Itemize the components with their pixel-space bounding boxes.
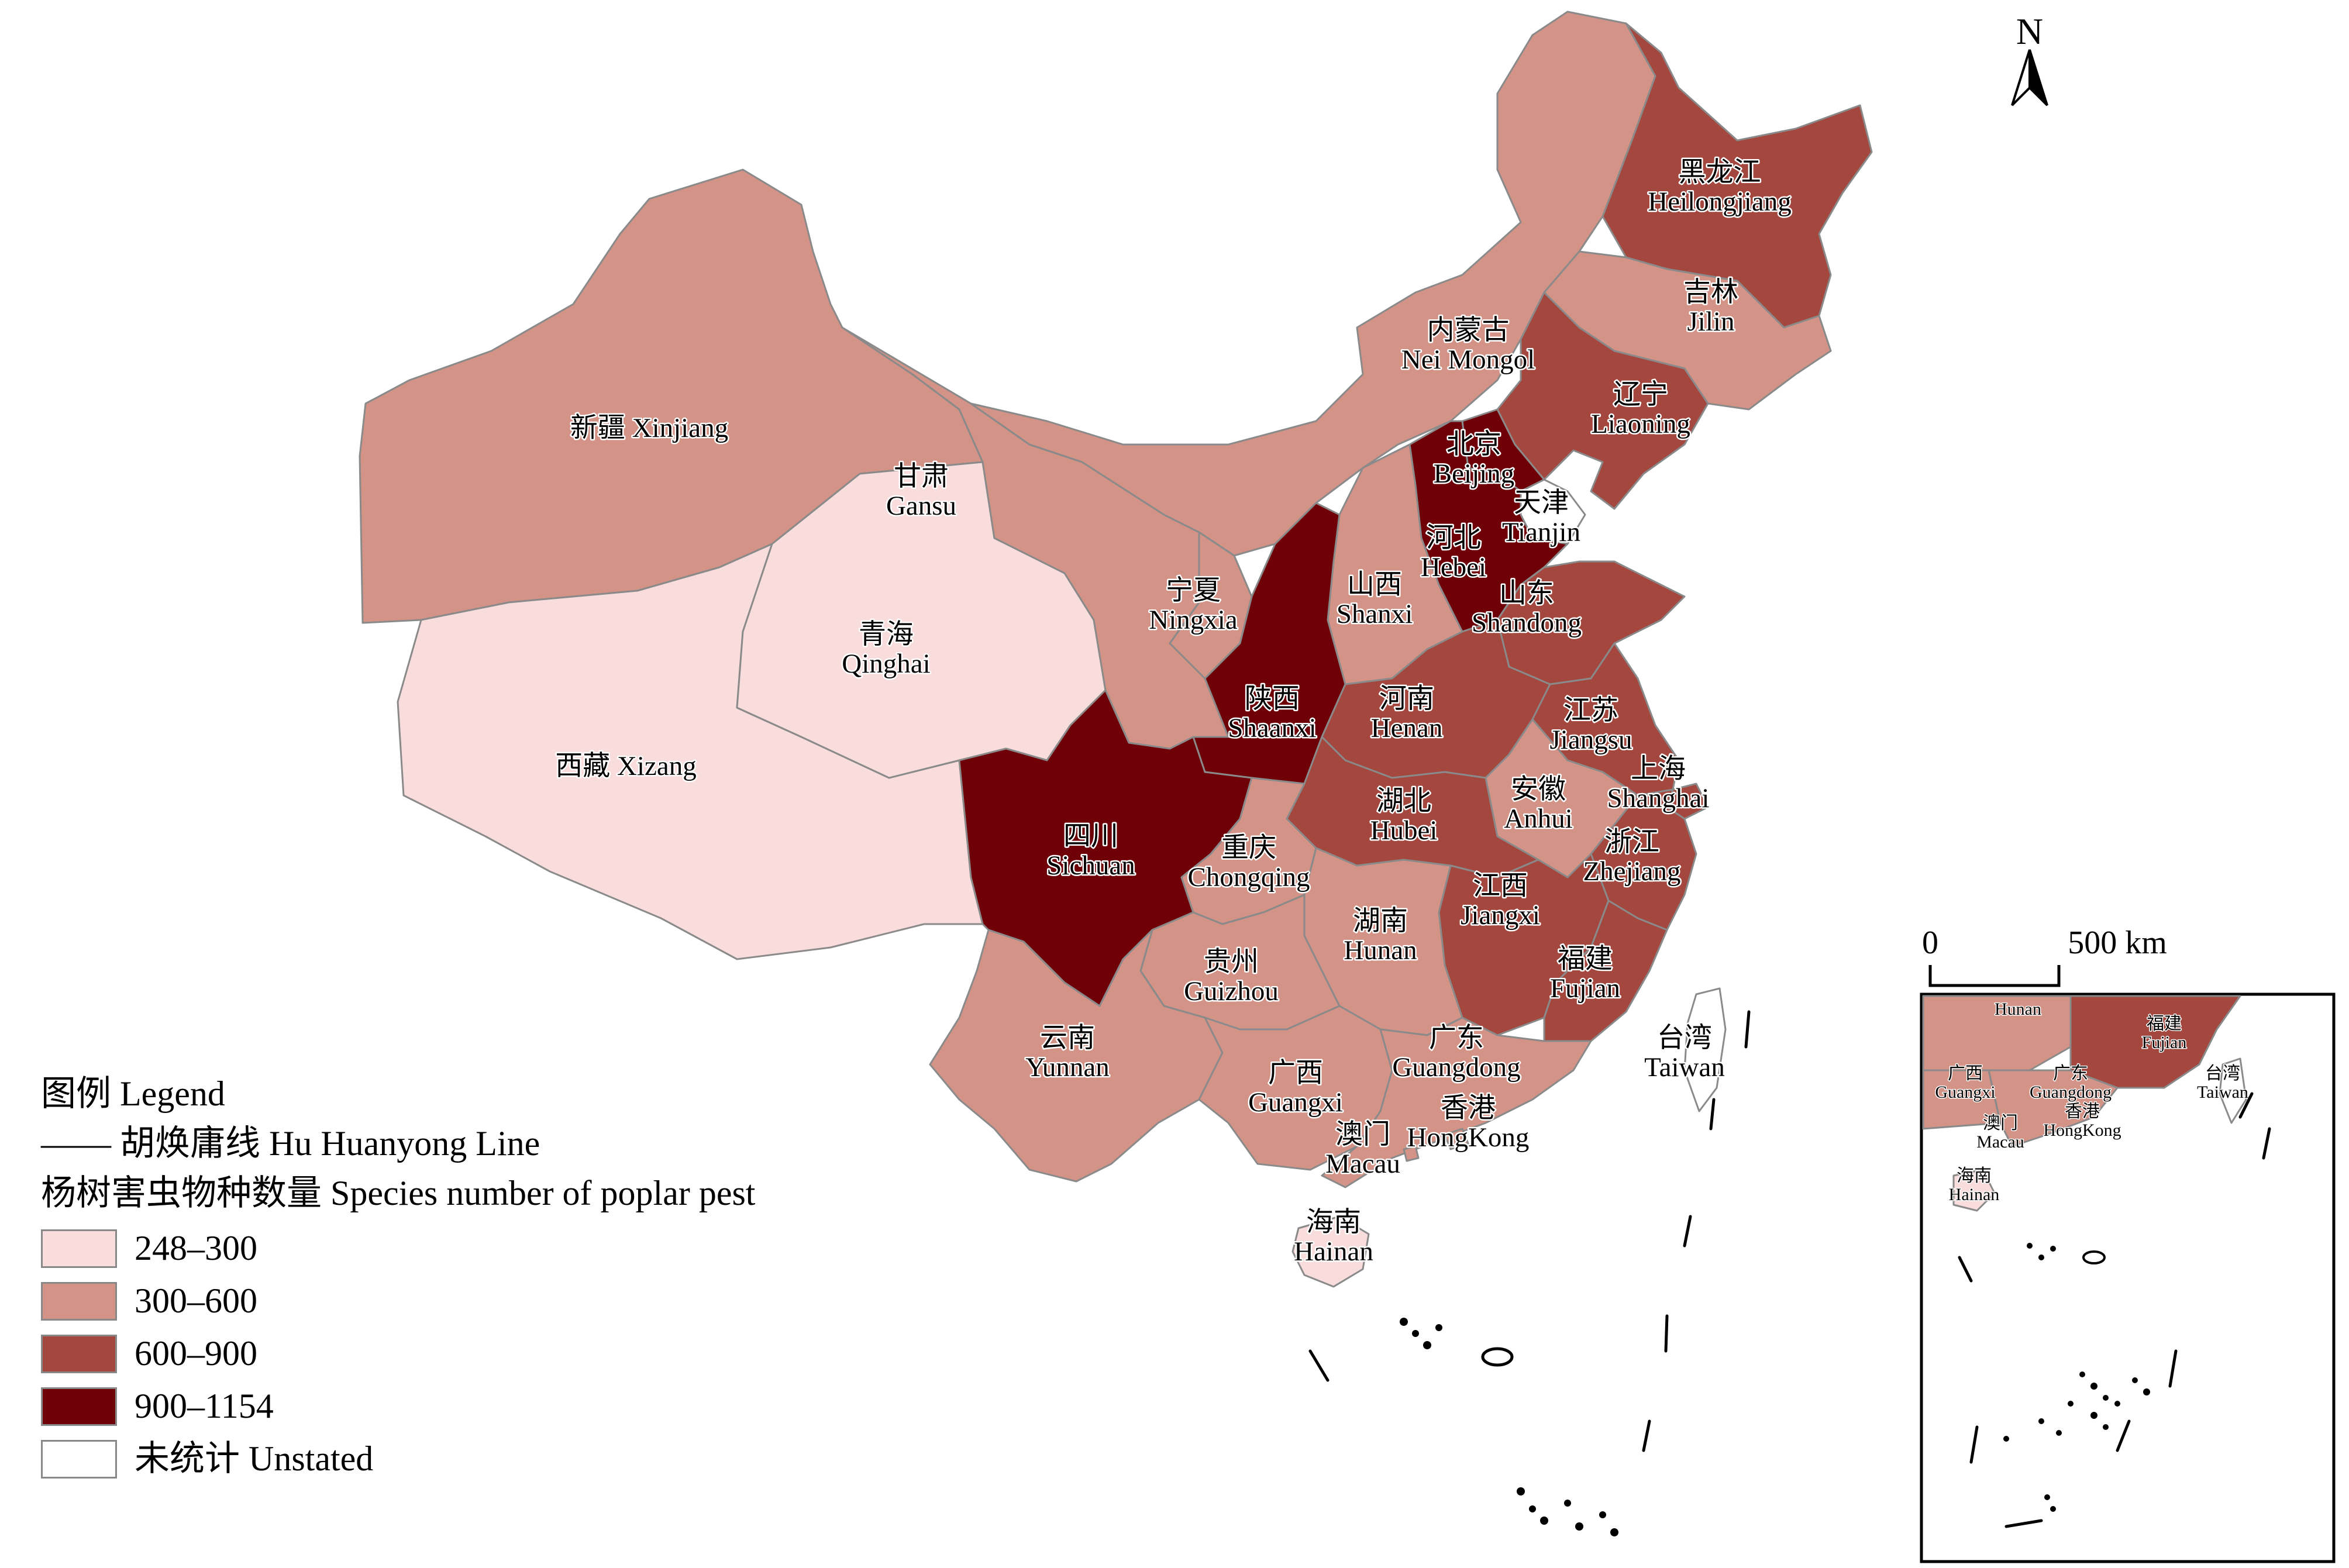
label-jiangxi: 江西 Jiangxi xyxy=(1461,871,1540,931)
label-anhui: 安徽 Anhui xyxy=(1504,774,1573,834)
province-taiwan[interactable] xyxy=(1683,987,1727,1112)
label-jiangsu: 江苏 Jiangsu xyxy=(1550,695,1632,755)
label-zhejiang: 浙江 Zhejiang xyxy=(1583,827,1680,887)
inset-label-taiwan: 台湾 Taiwan xyxy=(2197,1064,2248,1102)
legend-subtitle: 杨树害虫物种数量 Species number of poplar pest xyxy=(41,1174,756,1212)
inset-label-hongkong: 香港 HongKong xyxy=(2043,1102,2121,1140)
province-hongkong[interactable] xyxy=(1444,1128,1469,1150)
label-xizang: 西藏 Xizang xyxy=(555,751,696,781)
south-china-sea-islands xyxy=(1308,1010,1751,1536)
label-shandong: 山东 Shandong xyxy=(1472,578,1582,638)
label-fujian: 福建 Fujian xyxy=(1550,944,1620,1004)
label-ningxia: 宁夏 Ningxia xyxy=(1149,575,1238,635)
label-yunnan: 云南 Yunnan xyxy=(1025,1023,1110,1083)
scale-start: 0 xyxy=(1922,925,1938,961)
legend-label: 300–600 xyxy=(135,1281,257,1320)
legend-label: 900–1154 xyxy=(135,1387,274,1425)
legend-title: 图例 Legend xyxy=(41,1074,225,1113)
label-tianjin: 天津 Tianjin xyxy=(1502,488,1580,547)
label-heilongjiang: 黑龙江 Heilongjiang xyxy=(1648,157,1791,217)
label-guangxi: 广西 Guangxi xyxy=(1248,1058,1343,1118)
label-taiwan: 台湾 Taiwan xyxy=(1644,1023,1725,1083)
legend-swatch xyxy=(41,1229,117,1268)
label-shanxi: 山西 Shanxi xyxy=(1337,570,1413,629)
label-hainan: 海南 Hainan xyxy=(1294,1207,1373,1267)
legend-label: 600–900 xyxy=(135,1334,257,1373)
inset-label-fujian: 福建 Fujian xyxy=(2142,1014,2187,1052)
scale-bar: 0 500 km xyxy=(1922,925,2167,987)
legend-swatch xyxy=(41,1282,117,1321)
legend-label: 248–300 xyxy=(135,1229,257,1267)
legend-swatch xyxy=(41,1387,117,1426)
label-liaoning: 辽宁 Liaoning xyxy=(1591,380,1690,439)
inset-label-hunan: Hunan xyxy=(1995,1000,2041,1019)
inset-map: Hunan 福建 Fujian 广西 Guangxi 广东 Guangdong 香港 H… xyxy=(1920,993,2336,1563)
label-qinghai: 青海 Qinghai xyxy=(842,619,930,679)
inset-label-macau: 澳门 Macau xyxy=(1976,1114,2024,1152)
legend-swatch xyxy=(41,1335,117,1373)
province-hainan[interactable] xyxy=(1291,1215,1370,1288)
label-jilin: 吉林 Jilin xyxy=(1683,277,1738,337)
scale-end: 500 km xyxy=(2068,925,2167,961)
inset-label-guangdong: 广东 Guangdong xyxy=(2030,1064,2112,1102)
label-macau: 澳门 Macau xyxy=(1325,1119,1400,1179)
north-label: N xyxy=(2016,11,2043,52)
label-shanghai: 上海 Shanghai xyxy=(1607,754,1710,814)
label-shaanxi: 陕西 Shaanxi xyxy=(1228,684,1316,743)
label-gansu: 甘肃 Gansu xyxy=(886,461,956,521)
legend-hu-line: —— 胡焕庸线 Hu Huanyong Line xyxy=(41,1124,540,1163)
province-heilongjiang[interactable] xyxy=(1601,22,1873,329)
label-sichuan: 四川 Sichuan xyxy=(1046,821,1135,881)
province-fujian[interactable] xyxy=(1543,900,1668,1042)
inset-label-guangxi: 广西 Guangxi xyxy=(1935,1064,1995,1102)
label-henan: 河南 Henan xyxy=(1371,684,1443,743)
province-guangdong[interactable] xyxy=(1321,1016,1592,1188)
legend-swatch xyxy=(41,1440,117,1479)
label-hunan: 湖南 Hunan xyxy=(1344,906,1417,966)
label-hebei: 河北 Hebei xyxy=(1421,523,1486,583)
legend-label: 未统计 Unstated xyxy=(135,1439,374,1478)
label-beijing: 北京 Beijing xyxy=(1434,429,1514,489)
province-liaoning[interactable] xyxy=(1496,291,1709,510)
label-guangdong: 广东 Guangdong xyxy=(1392,1023,1520,1083)
inset-label-hainan: 海南 Hainan xyxy=(1949,1166,2000,1204)
north-arrow-icon: N xyxy=(2011,11,2048,106)
label-neimongol: 内蒙古 Nei Mongol xyxy=(1401,315,1535,375)
label-hongkong: 香港 HongKong xyxy=(1407,1093,1530,1153)
label-xinjiang: 新疆 Xinjiang xyxy=(570,413,728,443)
province-macau[interactable] xyxy=(1403,1145,1420,1162)
label-chongqing: 重庆 Chongqing xyxy=(1188,833,1310,892)
label-guizhou: 贵州 Guizhou xyxy=(1184,947,1279,1007)
label-hubei: 湖北 Hubei xyxy=(1370,786,1438,846)
